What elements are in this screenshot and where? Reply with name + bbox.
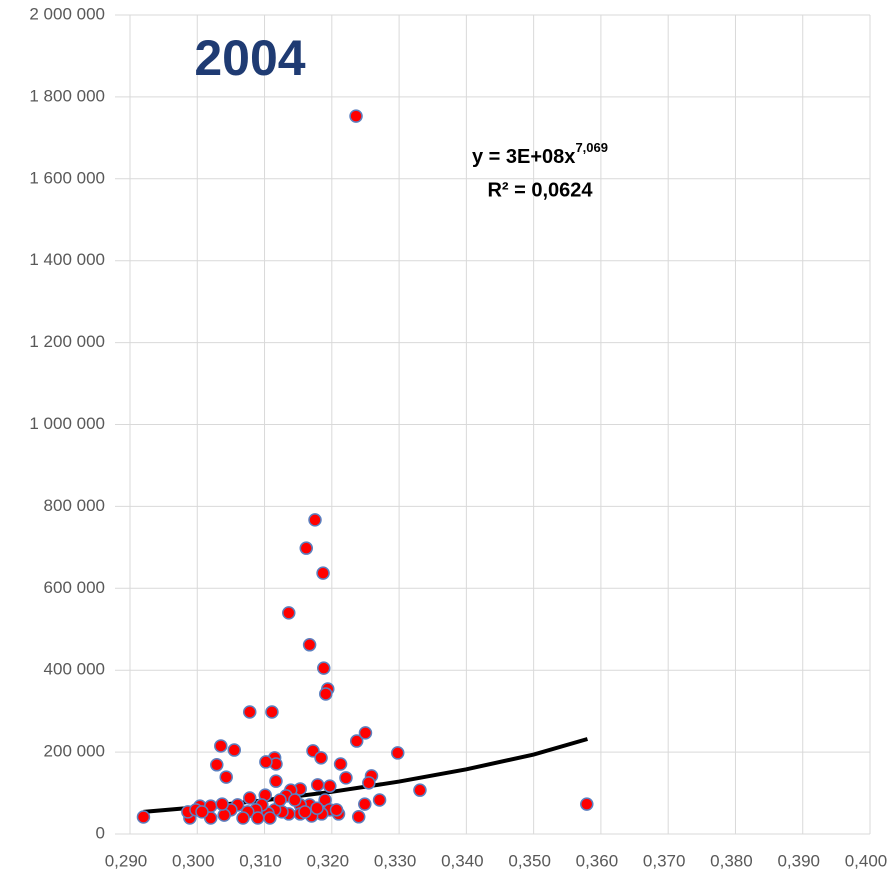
chart-title: 2004 <box>194 30 305 86</box>
scatter-point <box>314 751 328 765</box>
scatter-point <box>316 566 330 580</box>
scatter-point <box>298 805 312 819</box>
scatter-point <box>288 793 302 807</box>
y-tick-label: 800 000 <box>44 496 105 515</box>
scatter-point <box>195 805 209 819</box>
equation-exponent: 7,069 <box>575 140 608 155</box>
scatter-point <box>242 705 257 719</box>
scatter-point <box>269 774 283 788</box>
scatter-point <box>358 797 372 811</box>
x-tick-label: 0,300 <box>172 851 215 870</box>
scatter-point <box>136 810 151 824</box>
scatter-point <box>236 811 250 825</box>
y-tick-label: 200 000 <box>44 742 105 761</box>
scatter-point <box>310 778 325 792</box>
scatter-point <box>349 734 364 748</box>
x-tick-label: 0,370 <box>643 851 686 870</box>
scatter-point <box>310 801 324 815</box>
scatter-point <box>390 746 405 760</box>
grid <box>115 14 871 835</box>
scatter-point <box>210 758 224 772</box>
scatter-point <box>215 797 229 811</box>
trend-equation: y = 3E+08x7,069 <box>472 140 608 168</box>
scatter-point <box>214 739 228 753</box>
x-tick-label: 0,320 <box>307 851 350 870</box>
scatter-point <box>282 606 296 620</box>
y-tick-label: 1 200 000 <box>29 332 105 351</box>
scatter-point <box>316 661 331 675</box>
scatter-point <box>323 779 337 793</box>
scatter-point <box>362 776 376 790</box>
x-tick-label: 0,400 <box>845 851 888 870</box>
scatter-point <box>265 705 279 719</box>
scatter-point <box>339 771 353 785</box>
scatter-point <box>413 783 427 797</box>
x-tick-label: 0,340 <box>441 851 484 870</box>
scatter-point <box>580 797 594 811</box>
scatter-point <box>351 810 366 824</box>
scatter-point <box>273 793 287 807</box>
scatter-point <box>227 743 242 757</box>
scatter-point <box>333 757 348 771</box>
r-squared: R² = 0,0624 <box>487 179 593 201</box>
y-tick-label: 600 000 <box>44 578 105 597</box>
x-tick-label: 0,390 <box>777 851 820 870</box>
y-tick-label: 400 000 <box>44 660 105 679</box>
scatter-point <box>329 803 344 817</box>
x-tick-label: 0,310 <box>239 851 282 870</box>
scatter-point <box>263 811 277 825</box>
scatter-point <box>219 770 233 784</box>
scatter-point <box>372 793 387 807</box>
scatter-point <box>302 638 317 652</box>
x-tick-label: 0,350 <box>508 851 551 870</box>
y-tick-label: 1 000 000 <box>29 414 105 433</box>
scatter-point <box>308 513 322 527</box>
scatter-point <box>259 755 273 769</box>
x-tick-label: 0,330 <box>374 851 417 870</box>
y-tick-label: 2 000 000 <box>29 4 105 23</box>
scatter-point <box>349 109 363 123</box>
scatter-point <box>299 541 314 555</box>
scatter-point <box>319 687 333 701</box>
scatter-point <box>242 791 257 805</box>
y-tick-label: 1 600 000 <box>29 168 105 187</box>
scatter-point <box>251 811 265 825</box>
x-tick-label: 0,290 <box>105 851 148 870</box>
scatter-point <box>358 726 373 740</box>
x-tick-label: 0,360 <box>576 851 619 870</box>
equation-text: y = 3E+08x <box>472 146 575 168</box>
y-tick-label: 1 800 000 <box>29 86 105 105</box>
y-tick-label: 0 <box>96 823 105 842</box>
x-tick-label: 0,380 <box>710 851 753 870</box>
y-tick-label: 1 400 000 <box>29 250 105 269</box>
scatter-point <box>217 808 231 822</box>
